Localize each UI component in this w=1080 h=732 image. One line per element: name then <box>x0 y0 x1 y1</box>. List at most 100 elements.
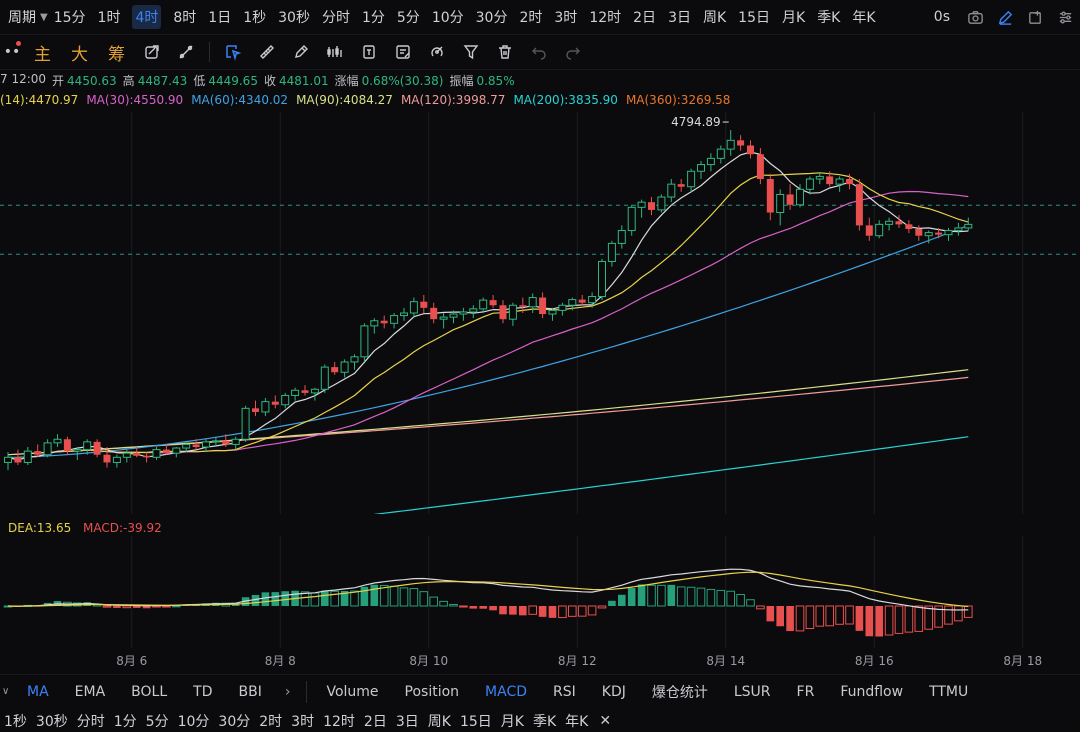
sub-indicator-tab-volume[interactable]: Volume <box>326 683 379 700</box>
high-value: 4487.43 <box>137 74 188 88</box>
close-info: 收 4481.01 <box>264 72 329 90</box>
magnet-icon[interactable] <box>420 35 454 69</box>
sub-indicator-tab-fr[interactable]: FR <box>796 683 815 700</box>
amplitude-info: 振幅 0.85% <box>449 72 514 90</box>
filter-icon[interactable] <box>454 35 488 69</box>
bottom-timeframe-16[interactable]: 年K <box>565 714 589 730</box>
sub-indicator-tab-ttmu[interactable]: TTMU <box>929 683 969 700</box>
macd-histogram-bar <box>944 605 953 625</box>
timeframe-7[interactable]: 分时 <box>316 0 356 34</box>
bottom-timeframe-8[interactable]: 3时 <box>291 714 315 730</box>
sub-indicator-tab-position[interactable]: Position <box>404 683 460 700</box>
more-icon[interactable]: •• <box>0 41 24 60</box>
bottom-timeframe-2[interactable]: 分时 <box>76 714 105 730</box>
candlestick-chart[interactable]: 4794.89 <box>0 112 1080 514</box>
macd-chart[interactable] <box>0 536 1080 648</box>
main-indicator-tab-bbi[interactable]: BBI <box>238 683 262 700</box>
window-add-icon[interactable] <box>1020 0 1050 34</box>
timeframe-14[interactable]: 12时 <box>583 0 627 34</box>
macd-histogram-bar <box>519 606 527 616</box>
bottom-timeframe-0[interactable]: 1秒 <box>4 714 27 730</box>
candle-body <box>93 441 101 455</box>
main-indicator-tab-td[interactable]: TD <box>193 683 213 700</box>
bottom-timeframe-9[interactable]: 12时 <box>323 714 355 730</box>
settings-icon[interactable] <box>1050 0 1080 34</box>
timeframe-12[interactable]: 2时 <box>513 0 548 34</box>
pen-draw-icon[interactable] <box>990 0 1020 34</box>
chips-button[interactable]: 筹 <box>108 44 125 65</box>
timeframe-21[interactable]: 年K <box>846 0 881 34</box>
large-order-button[interactable]: 大 <box>71 44 88 65</box>
timeframe-0[interactable]: 15分 <box>48 0 92 34</box>
bottom-timeframe-11[interactable]: 3日 <box>395 714 419 730</box>
bottom-timeframe-12[interactable]: 周K <box>427 714 451 730</box>
note-icon[interactable] <box>386 35 420 69</box>
redo-icon[interactable] <box>556 35 590 69</box>
camera-icon[interactable] <box>960 0 990 34</box>
timeframe-3[interactable]: 8时 <box>167 0 202 34</box>
timeframe-5[interactable]: 1秒 <box>237 0 272 34</box>
timeframe-11[interactable]: 30分 <box>470 0 514 34</box>
macd-histogram-bar <box>608 600 616 606</box>
close-icon[interactable]: ✕ <box>599 713 612 729</box>
timeframe-9[interactable]: 5分 <box>391 0 426 34</box>
candle-body <box>420 301 428 308</box>
main-indicator-tab-ma[interactable]: MA <box>27 683 49 700</box>
macd-histogram-bar <box>618 594 626 606</box>
main-chart-button[interactable]: 主 <box>34 44 51 65</box>
macd-histogram-bar <box>538 606 547 617</box>
bottom-timeframe-15[interactable]: 季K <box>532 714 557 730</box>
timeframe-19[interactable]: 月K <box>776 0 811 34</box>
chevron-down-icon[interactable]: ∨ <box>2 686 10 697</box>
pattern-icon[interactable] <box>318 35 352 69</box>
timeframe-list: 15分 1时 4时 8时 1日 1秒 30秒 分时 1分 5分 10分 30分 2时 3时 12时 2日 3日周… <box>48 0 882 34</box>
timeframe-2[interactable]: 4时 <box>126 0 167 34</box>
chevron-right-icon[interactable]: › <box>284 683 291 700</box>
timeframe-8[interactable]: 1分 <box>356 0 391 34</box>
candle-body <box>162 449 170 454</box>
period-selector[interactable]: 周期 ▼ <box>0 0 48 34</box>
timeframe-17[interactable]: 周K <box>697 0 732 34</box>
bottom-timeframe-6[interactable]: 30分 <box>218 714 251 730</box>
bottom-timeframe-13[interactable]: 15日 <box>459 714 492 730</box>
timeframe-20[interactable]: 季K <box>811 0 846 34</box>
macd-histogram-bar <box>568 605 577 617</box>
line-tool-icon[interactable] <box>169 35 203 69</box>
select-tool-icon[interactable] <box>216 35 250 69</box>
candle-body <box>430 307 438 320</box>
timeframe-18[interactable]: 15日 <box>732 0 776 34</box>
timeframe-label: 4时 <box>132 5 162 29</box>
sub-indicator-tab-lsur[interactable]: LSUR <box>733 683 771 700</box>
main-indicator-tab-ema[interactable]: EMA <box>74 683 106 700</box>
sub-indicator-tab-rsi[interactable]: RSI <box>553 683 576 700</box>
bottom-timeframe-4[interactable]: 5分 <box>145 714 169 730</box>
timeframe-16[interactable]: 3日 <box>662 0 697 34</box>
timeframe-4[interactable]: 1日 <box>202 0 237 34</box>
sub-indicator-tab-kdj[interactable]: KDJ <box>601 683 626 700</box>
ruler-icon[interactable] <box>250 35 284 69</box>
bottom-timeframe-14[interactable]: 月K <box>500 714 524 730</box>
timeframe-13[interactable]: 3时 <box>548 0 583 34</box>
ma-legend-60: MA(60):4340.02 <box>191 93 289 107</box>
timeframe-1[interactable]: 1时 <box>92 0 127 34</box>
bottom-timeframe-3[interactable]: 1分 <box>113 714 137 730</box>
sub-indicator-tab-macd[interactable]: MACD <box>485 683 528 700</box>
text-tool-icon[interactable] <box>352 35 386 69</box>
trash-icon[interactable] <box>488 35 522 69</box>
auto-draw-icon[interactable] <box>135 35 169 69</box>
undo-icon[interactable] <box>522 35 556 69</box>
bottom-timeframe-5[interactable]: 10分 <box>177 714 210 730</box>
main-indicator-tab-boll[interactable]: BOLL <box>131 683 168 700</box>
timeframe-15[interactable]: 2日 <box>627 0 662 34</box>
sub-indicator-tab-fundflow[interactable]: Fundflow <box>840 683 904 700</box>
bottom-timeframe-7[interactable]: 2时 <box>259 714 283 730</box>
candle-body <box>786 194 794 205</box>
sub-indicator-tab-爆仓统计[interactable]: 爆仓统计 <box>651 684 708 701</box>
timeframe-6[interactable]: 30秒 <box>272 0 316 34</box>
timeframe-10[interactable]: 10分 <box>426 0 470 34</box>
brush-icon[interactable] <box>284 35 318 69</box>
timeframe-label: 15日 <box>738 10 770 26</box>
candle-body <box>14 457 22 463</box>
bottom-timeframe-10[interactable]: 2日 <box>363 714 387 730</box>
bottom-timeframe-1[interactable]: 30秒 <box>35 714 68 730</box>
